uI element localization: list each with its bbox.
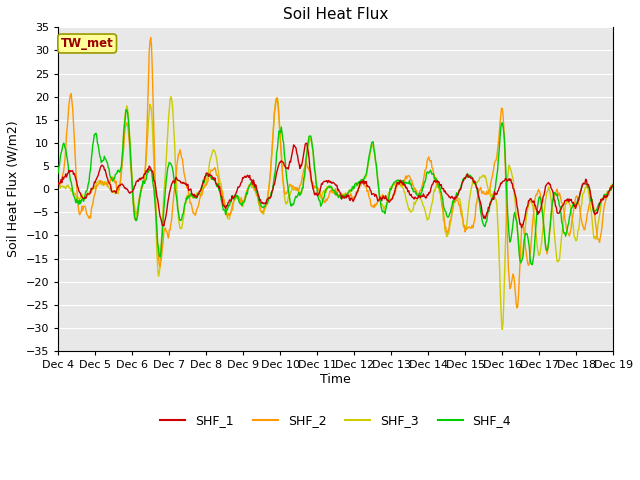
SHF_1 [303,140,310,146]
SHF_4 [64,162,72,168]
SHF_4 [420,179,428,185]
SHF_3 [54,181,62,187]
SHF_2 [610,183,618,189]
Legend: SHF_1, SHF_2, SHF_3, SHF_4: SHF_1, SHF_2, SHF_3, SHF_4 [156,409,516,432]
SHF_4 [54,170,62,176]
SHF_4 [179,212,186,217]
Line: SHF_1: SHF_1 [58,143,614,228]
SHF_4 [528,262,536,267]
SHF_1 [178,180,186,185]
SHF_3 [64,182,72,188]
SHF_4 [122,116,129,121]
Line: SHF_2: SHF_2 [58,37,614,308]
Line: SHF_3: SHF_3 [58,97,614,329]
SHF_2 [122,125,129,131]
SHF_3 [404,204,412,209]
SHF_1 [518,225,525,230]
SHF_3 [167,94,175,100]
SHF_4 [404,180,412,186]
SHF_1 [122,185,129,191]
SHF_3 [122,110,129,116]
Line: SHF_4: SHF_4 [58,110,614,264]
SHF_2 [404,173,412,179]
SHF_2 [54,183,62,189]
SHF_2 [147,35,155,40]
SHF_3 [499,326,506,332]
SHF_2 [513,305,521,311]
SHF_2 [420,172,428,178]
SHF_1 [64,170,72,176]
SHF_1 [610,182,618,188]
SHF_1 [404,189,412,194]
SHF_2 [64,115,72,120]
SHF_4 [610,184,618,190]
SHF_1 [420,193,428,199]
Y-axis label: Soil Heat Flux (W/m2): Soil Heat Flux (W/m2) [7,121,20,257]
SHF_3 [610,185,618,191]
SHF_2 [179,156,186,162]
SHF_1 [207,172,215,178]
X-axis label: Time: Time [321,373,351,386]
SHF_3 [179,221,186,227]
SHF_3 [208,151,216,157]
Text: TW_met: TW_met [61,37,113,50]
SHF_2 [208,168,216,173]
SHF_4 [122,107,130,113]
SHF_4 [208,177,216,182]
Title: Soil Heat Flux: Soil Heat Flux [283,7,388,22]
SHF_1 [54,180,62,186]
SHF_3 [420,204,428,210]
